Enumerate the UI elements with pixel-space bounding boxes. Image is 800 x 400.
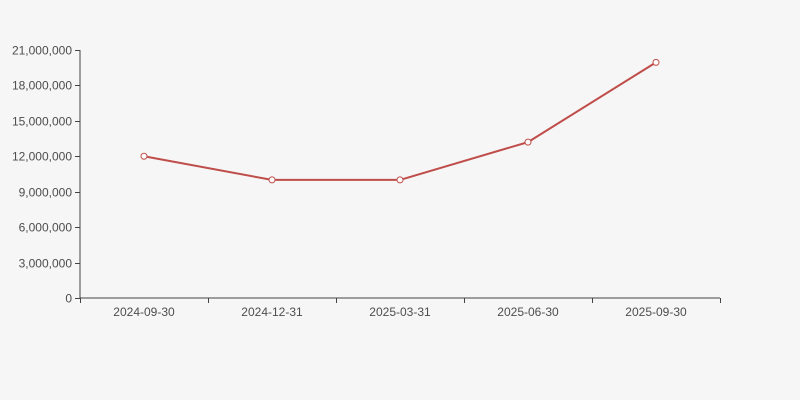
data-point-marker[interactable] <box>396 176 404 184</box>
y-axis-tick-label: 6,000,000 <box>19 221 73 235</box>
data-point-marker[interactable] <box>268 176 276 184</box>
x-axis-tick-label: 2025-03-31 <box>369 305 431 319</box>
x-axis-tick-label: 2024-12-31 <box>241 305 303 319</box>
x-axis-tick-label: 2025-06-30 <box>497 305 559 319</box>
series-line <box>143 61 657 181</box>
data-point-marker[interactable] <box>652 58 660 66</box>
x-axis-tick-label: 2024-09-30 <box>113 305 175 319</box>
y-axis-tick-label: 3,000,000 <box>19 257 73 271</box>
x-axis-tick-label: 2025-09-30 <box>625 305 687 319</box>
y-axis-tick-label: 15,000,000 <box>12 115 72 129</box>
data-point-marker[interactable] <box>140 152 148 160</box>
data-point-marker[interactable] <box>524 138 532 146</box>
y-axis-tick-label: 0 <box>65 292 72 306</box>
y-axis-tick-label: 18,000,000 <box>12 79 72 93</box>
y-axis-tick-label: 9,000,000 <box>19 186 73 200</box>
y-axis-tick-label: 12,000,000 <box>12 150 72 164</box>
y-axis-tick-label: 21,000,000 <box>12 44 72 58</box>
